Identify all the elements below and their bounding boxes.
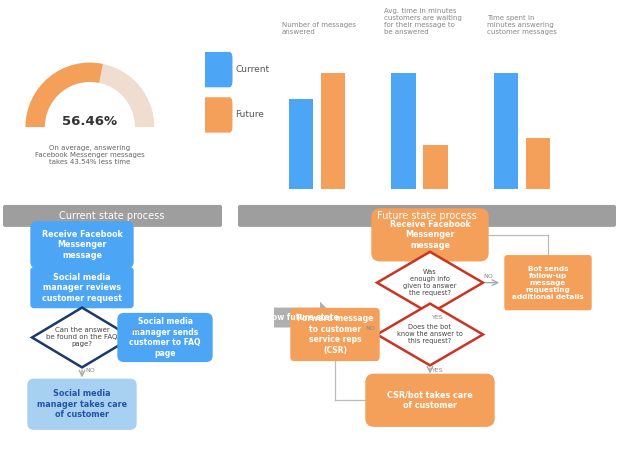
Text: Current: Current [236, 65, 270, 74]
Text: 5.91: 5.91 [427, 205, 444, 214]
Text: 115: 115 [294, 205, 308, 214]
Text: Can the answer
be found on the FAQ
page?: Can the answer be found on the FAQ page? [46, 328, 118, 347]
FancyBboxPatch shape [31, 222, 133, 268]
Text: Number of messages
answered: Number of messages answered [282, 22, 356, 34]
Text: Social media
manager takes care
of customer: Social media manager takes care of custo… [37, 389, 127, 419]
Text: YES: YES [432, 315, 444, 320]
FancyBboxPatch shape [372, 209, 488, 261]
FancyBboxPatch shape [118, 313, 212, 362]
Polygon shape [32, 308, 132, 367]
Text: 56.46%: 56.46% [63, 115, 117, 128]
Text: Forward message
to customer
service reps
(CSR): Forward message to customer service reps… [297, 314, 373, 354]
FancyBboxPatch shape [203, 52, 232, 87]
Text: Receive Facebook
Messenger
message: Receive Facebook Messenger message [389, 220, 471, 250]
FancyBboxPatch shape [291, 309, 379, 361]
Text: Show future state: Show future state [261, 313, 339, 322]
Text: CSR/bot takes care
of customer: CSR/bot takes care of customer [387, 390, 473, 410]
Text: YES: YES [432, 368, 444, 373]
FancyBboxPatch shape [3, 205, 222, 227]
FancyBboxPatch shape [366, 374, 494, 426]
Text: Does the bot
know the answer to
this request?: Does the bot know the answer to this req… [397, 324, 463, 345]
Wedge shape [25, 63, 154, 127]
Bar [526, 138, 550, 189]
Text: YES: YES [131, 329, 143, 334]
Bar [321, 73, 345, 189]
Text: 148: 148 [326, 205, 340, 214]
Text: Future: Future [236, 110, 265, 119]
Text: 947.5: 947.5 [495, 205, 516, 214]
Bar [494, 73, 518, 189]
Text: Social media
manager sends
customer to FAQ
page: Social media manager sends customer to F… [129, 317, 201, 358]
FancyBboxPatch shape [238, 205, 616, 227]
FancyBboxPatch shape [31, 268, 133, 308]
Text: Future state process: Future state process [377, 211, 477, 221]
Polygon shape [377, 252, 483, 313]
Text: NO: NO [365, 326, 375, 331]
Text: Social media
manager reviews
customer request: Social media manager reviews customer re… [42, 273, 122, 303]
Text: Avg. time in minutes
customers are waiting
for their message to
be answered: Avg. time in minutes customers are waiti… [384, 8, 463, 34]
Bar [391, 73, 415, 189]
Text: 15.57: 15.57 [392, 205, 414, 214]
Text: Current state process: Current state process [60, 211, 165, 221]
Text: Was
enough info
given to answer
the request?: Was enough info given to answer the requ… [403, 269, 457, 296]
FancyBboxPatch shape [505, 256, 591, 310]
FancyBboxPatch shape [203, 97, 232, 133]
Text: Receive Facebook
Messenger
message: Receive Facebook Messenger message [42, 230, 122, 260]
Polygon shape [377, 303, 483, 365]
Text: NO: NO [85, 368, 95, 373]
Text: 412.5: 412.5 [527, 205, 549, 214]
FancyBboxPatch shape [28, 379, 136, 429]
Text: NO: NO [483, 274, 493, 279]
Bar [423, 145, 448, 189]
Text: Bot sends
follow-up
message
requesting
additional details: Bot sends follow-up message requesting a… [512, 266, 584, 300]
Bar [289, 99, 313, 189]
Text: On average, answering
Facebook Messenger messages
takes 43.54% less time: On average, answering Facebook Messenger… [35, 145, 145, 165]
Wedge shape [25, 63, 103, 127]
Polygon shape [274, 302, 336, 334]
Text: Time spent in
minutes answering
customer messages: Time spent in minutes answering customer… [487, 15, 557, 34]
